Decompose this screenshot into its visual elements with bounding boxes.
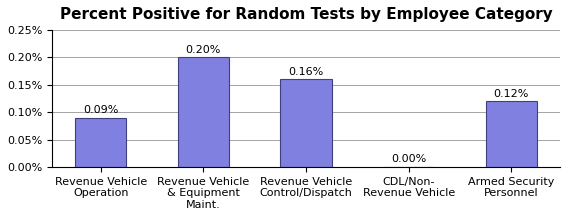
Title: Percent Positive for Random Tests by Employee Category: Percent Positive for Random Tests by Emp… [60, 7, 553, 22]
Text: 0.12%: 0.12% [494, 89, 529, 99]
Bar [281, 79, 332, 167]
Bar [486, 101, 537, 167]
Bar [178, 58, 229, 167]
Bar [75, 118, 127, 167]
Text: 0.20%: 0.20% [186, 45, 221, 55]
Text: 0.09%: 0.09% [83, 105, 119, 115]
Text: 0.16%: 0.16% [289, 67, 324, 77]
Text: 0.00%: 0.00% [391, 154, 427, 164]
